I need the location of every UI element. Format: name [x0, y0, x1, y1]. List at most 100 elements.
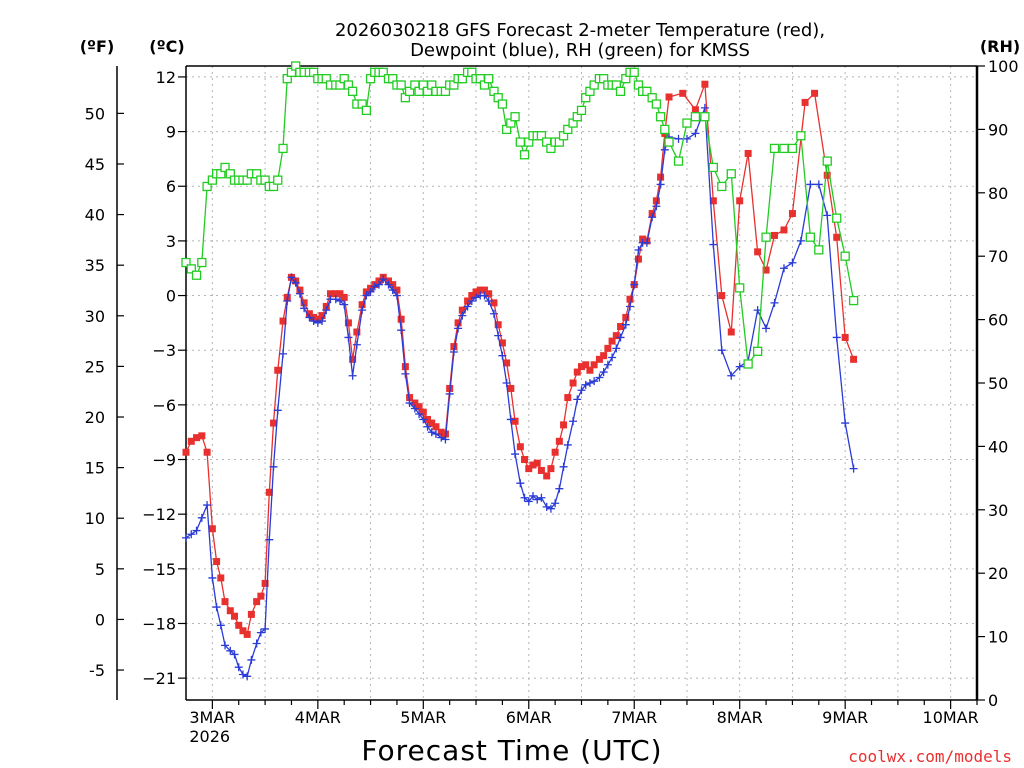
rh-point	[769, 143, 780, 154]
rh-point	[779, 143, 789, 154]
temperature-point	[193, 434, 201, 442]
temperature-point	[485, 290, 493, 298]
x-tick-label: 9MAR	[822, 708, 868, 727]
temperature-point	[458, 306, 466, 314]
dewpoint-point	[226, 646, 235, 655]
temperature-point	[480, 286, 488, 294]
temperature-point	[709, 197, 717, 205]
rh-point	[396, 80, 406, 90]
chart-title-line1: 2026030218 GFS Forecast 2-meter Temperat…	[335, 20, 825, 41]
dewpoint-point	[555, 484, 564, 493]
dewpoint-point	[370, 282, 379, 291]
dewpoint-point	[423, 422, 432, 431]
rh-point	[708, 162, 718, 173]
dewpoint-point	[551, 499, 560, 508]
dewpoint-point	[419, 415, 428, 424]
rh-point	[378, 67, 388, 77]
x-tick-label: 8MAR	[717, 708, 763, 727]
fahrenheit-tick-label: 45	[85, 155, 105, 174]
series-layer	[181, 61, 859, 681]
temperature-point	[762, 266, 770, 274]
dewpoint-point	[511, 450, 520, 459]
temperature-point	[811, 89, 819, 97]
dewpoint-point	[498, 351, 507, 360]
dewpoint-point	[559, 462, 568, 471]
dewpoint-point	[243, 672, 252, 681]
temperature-point	[450, 343, 458, 351]
dewpoint-point	[230, 650, 239, 659]
dewpoint-point	[533, 495, 542, 504]
temperature-point	[503, 359, 511, 367]
dewpoint-point	[717, 346, 726, 355]
temperature-point	[736, 197, 744, 205]
temperature-point	[547, 465, 555, 473]
dewpoint-point	[366, 287, 375, 296]
dewpoint-point	[287, 273, 296, 282]
temperature-point	[187, 437, 195, 445]
dewpoint-point	[788, 258, 797, 267]
rh-point	[717, 181, 727, 192]
dewpoint-point	[494, 331, 503, 340]
dewpoint-point	[577, 386, 586, 395]
rh-unit-label: (RH)	[980, 37, 1020, 56]
temperature-point	[612, 332, 620, 340]
temperature-point	[397, 315, 405, 323]
dewpoint-point	[849, 464, 858, 473]
rh-point	[752, 346, 763, 356]
dewpoint-point	[203, 501, 212, 510]
temperature-point	[208, 525, 216, 533]
fahrenheit-tick-label: 5	[95, 560, 105, 579]
rh-point	[191, 270, 202, 280]
x-axis-label: Forecast Time (UTC)	[361, 734, 662, 767]
dewpoint-point	[454, 324, 463, 333]
rh-point	[629, 67, 639, 77]
dewpoint-point	[682, 134, 691, 143]
rh-point	[832, 213, 842, 223]
series-temperature	[182, 80, 858, 638]
x-tick-label: 6MAR	[506, 708, 552, 727]
temperature-point	[718, 292, 726, 300]
temperature-point	[231, 612, 239, 620]
dewpoint-point	[516, 479, 525, 488]
temperature-point	[300, 299, 308, 307]
temperature-point	[401, 363, 409, 371]
temperature-point	[389, 281, 397, 289]
dewpoint-point	[458, 311, 467, 320]
celsius-tick-label: −9	[152, 451, 176, 470]
fahrenheit-tick-label: 30	[85, 307, 105, 326]
dewpoint-point	[238, 670, 247, 679]
rh-point	[536, 131, 547, 141]
dewpoint-point	[626, 302, 635, 311]
temperature-point	[494, 321, 502, 329]
dewpoint-point	[595, 373, 604, 382]
dewpoint-point	[331, 295, 340, 304]
temperature-point	[841, 333, 849, 341]
rh-point	[515, 137, 525, 147]
temperature-point	[468, 292, 476, 300]
temperature-point	[850, 355, 858, 363]
x-tick-label: 7MAR	[611, 708, 657, 727]
dewpoint-point	[265, 535, 274, 544]
dewpoint-point	[283, 297, 292, 306]
rh-point	[519, 150, 530, 160]
dewpoint-point	[502, 379, 511, 387]
celsius-tick-label: 9	[166, 123, 176, 142]
celsius-tick-label: 12	[156, 68, 176, 87]
rh-point	[186, 264, 196, 274]
temperature-point	[279, 317, 287, 325]
temperature-point	[595, 355, 603, 363]
dewpoint-point	[397, 326, 406, 335]
dewpoint-point	[691, 129, 700, 138]
temperature-point	[332, 290, 340, 298]
temperature-point	[261, 579, 269, 587]
x-tick-label: 4MAR	[295, 708, 341, 727]
temperature-point	[626, 295, 634, 303]
temperature-point	[257, 592, 265, 600]
dewpoint-point	[415, 409, 424, 418]
dewpoint-point	[445, 389, 454, 398]
dewpoint-point	[484, 297, 493, 306]
dewpoint-point	[295, 289, 304, 298]
dewpoint-point	[212, 603, 221, 612]
dewpoint-point	[449, 348, 458, 357]
dewpoint-point	[480, 291, 489, 300]
